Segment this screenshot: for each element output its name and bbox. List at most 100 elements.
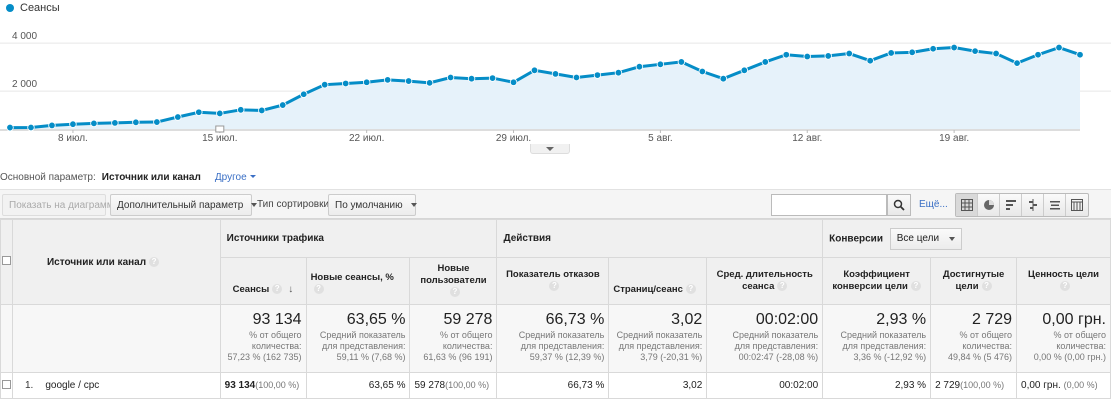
data-point[interactable] [992, 49, 1000, 58]
data-point[interactable] [572, 73, 581, 82]
view-table-button[interactable] [956, 194, 978, 216]
data-point[interactable] [593, 71, 602, 79]
select-all-checkbox[interactable] [1, 256, 11, 265]
data-point[interactable] [279, 101, 287, 109]
data-point[interactable] [404, 77, 413, 85]
pivot-table-icon [1071, 199, 1083, 211]
data-point[interactable] [216, 109, 224, 118]
data-point[interactable] [341, 79, 350, 88]
data-point[interactable] [48, 121, 56, 130]
primary-dimension-other-link[interactable]: Другое [215, 172, 256, 183]
data-point[interactable] [530, 66, 539, 75]
data-point[interactable] [1076, 51, 1084, 59]
data-point[interactable] [803, 52, 811, 61]
col-header-bounce-rate[interactable]: Показатель отказов? [496, 257, 610, 305]
data-point[interactable] [362, 78, 371, 86]
view-pivot-button[interactable] [1066, 194, 1088, 216]
data-point[interactable] [782, 51, 790, 59]
data-point[interactable] [971, 47, 979, 55]
data-point[interactable] [635, 63, 644, 71]
view-pie-button[interactable] [978, 194, 1000, 216]
data-point[interactable] [509, 78, 518, 86]
data-point[interactable] [677, 58, 686, 66]
help-icon[interactable]: ? [313, 284, 324, 295]
help-icon[interactable]: ? [449, 287, 460, 298]
annotation-marker-icon[interactable] [215, 125, 225, 133]
data-point[interactable] [656, 60, 665, 69]
help-icon[interactable]: ? [910, 281, 921, 292]
advanced-filter-link[interactable]: Ещё... [919, 199, 948, 210]
view-comparison-button[interactable] [1022, 194, 1044, 216]
data-point[interactable] [761, 58, 769, 66]
data-point[interactable] [132, 118, 140, 126]
help-icon[interactable]: ? [1060, 281, 1071, 292]
data-point[interactable] [90, 119, 98, 128]
data-point[interactable] [950, 43, 958, 52]
help-icon[interactable]: ? [685, 284, 696, 295]
view-performance-button[interactable] [1000, 194, 1022, 216]
col-header-goal-conversion-rate[interactable]: Коэффициент конверсии цели? [822, 257, 932, 305]
data-point[interactable] [111, 119, 119, 127]
data-point[interactable] [845, 49, 853, 58]
row-checkbox[interactable] [1, 379, 11, 389]
help-icon[interactable]: ? [149, 256, 160, 267]
data-point[interactable] [300, 90, 308, 98]
col-header-sessions[interactable]: Сеансы? ↓ [219, 257, 307, 305]
help-icon[interactable]: ? [981, 281, 992, 292]
sort-type-dropdown[interactable]: По умолчанию [328, 194, 417, 216]
chart-collapse-toggle[interactable] [530, 144, 570, 154]
data-point[interactable] [321, 80, 329, 89]
data-point[interactable] [824, 52, 832, 60]
secondary-dimension-dropdown[interactable]: Дополнительный параметр [110, 194, 258, 216]
data-point[interactable] [488, 74, 497, 82]
data-point[interactable] [425, 79, 434, 87]
data-point[interactable] [929, 45, 937, 53]
data-point[interactable] [27, 123, 35, 132]
data-point[interactable] [258, 106, 266, 115]
data-point[interactable] [1055, 43, 1063, 52]
data-point[interactable] [446, 73, 455, 82]
data-point[interactable] [551, 70, 560, 78]
data-point[interactable] [69, 120, 77, 128]
data-point[interactable] [195, 108, 203, 116]
data-point[interactable] [698, 67, 707, 76]
cell-value: 0,00 грн. [1021, 380, 1061, 391]
data-point[interactable] [614, 68, 623, 77]
col-header-new-sessions[interactable]: Новые сеансы, %? [305, 257, 411, 305]
data-point[interactable] [908, 48, 916, 57]
table-search-input[interactable] [771, 194, 887, 216]
col-header-goal-value[interactable]: Ценность цели? [1016, 257, 1111, 305]
col-header-pages-per-session[interactable]: Страниц/сеанс? [608, 257, 708, 305]
data-point[interactable] [1013, 59, 1021, 67]
data-point[interactable] [719, 74, 728, 83]
data-point[interactable] [237, 106, 245, 114]
data-point[interactable] [383, 76, 392, 84]
row-dimension-link[interactable]: google / cpc [45, 380, 100, 391]
data-point[interactable] [866, 57, 874, 65]
col-header-new-users[interactable]: Новые пользователи? [409, 257, 498, 305]
help-icon[interactable]: ? [272, 284, 283, 295]
total-value: 2,93 % [876, 311, 927, 328]
data-point[interactable] [1034, 51, 1042, 59]
data-point[interactable] [887, 49, 895, 57]
totals-checkbox-cell [0, 304, 13, 373]
data-point[interactable] [6, 123, 14, 132]
data-point[interactable] [467, 74, 476, 83]
data-point[interactable] [740, 66, 749, 75]
goals-dropdown[interactable]: Все цели [889, 227, 963, 250]
plot-rows-button[interactable]: Показать на диаграмме [2, 194, 119, 216]
total-sub: Средний показатель [518, 330, 605, 340]
col-header-goal-completions[interactable]: Достигнутые цели? [930, 257, 1018, 305]
chart-legend[interactable]: Сеансы [6, 2, 60, 14]
help-icon[interactable]: ? [549, 281, 560, 292]
view-type-switcher [955, 193, 1089, 217]
data-point[interactable] [153, 118, 161, 126]
data-point[interactable] [174, 113, 182, 121]
dimension-column-header[interactable]: Источник или канал? [11, 219, 221, 305]
view-term-cloud-button[interactable] [1044, 194, 1066, 216]
search-button[interactable] [887, 194, 911, 216]
col-header-avg-duration[interactable]: Сред. длительность сеанса? [706, 257, 824, 305]
total-cell: 2,93 % Средний показатель для представлени… [822, 304, 932, 373]
help-icon[interactable]: ? [777, 281, 788, 292]
chevron-down-icon [546, 146, 554, 151]
